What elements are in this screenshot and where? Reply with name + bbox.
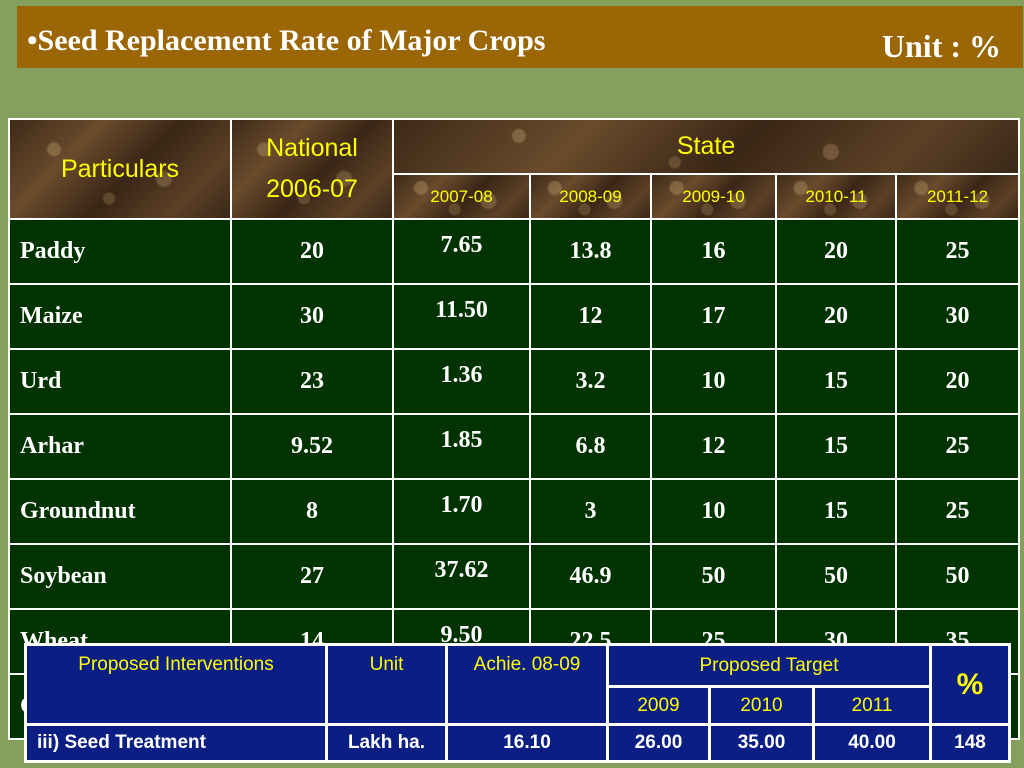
header-target-year: 2010 xyxy=(708,685,815,726)
state-value: 50 xyxy=(650,543,777,610)
header-year: 2011-12 xyxy=(894,173,1021,220)
state-value: 16 xyxy=(650,218,777,285)
national-value: 30 xyxy=(230,283,394,350)
proposed-interventions-table: Proposed Interventions Unit Achie. 08-09… xyxy=(24,643,1011,763)
state-value: 20 xyxy=(775,218,897,285)
state-value: 12 xyxy=(650,413,777,480)
state-value: 7.65 xyxy=(392,218,531,285)
crop-name: Paddy xyxy=(8,218,232,285)
state-value: 15 xyxy=(775,478,897,545)
state-value: 1.70 xyxy=(392,478,531,545)
state-value: 17 xyxy=(650,283,777,350)
crop-name: Soybean xyxy=(8,543,232,610)
table-row: Soybean 27 37.62 46.9 50 50 50 xyxy=(8,543,1021,610)
state-value: 20 xyxy=(894,348,1021,415)
header-achievement: Achie. 08-09 xyxy=(445,643,609,726)
header-proposed-interventions: Proposed Interventions xyxy=(24,643,328,726)
header-national-year: 2006-07 xyxy=(266,175,358,203)
header-percent: % xyxy=(929,643,1011,726)
intervention-unit: Lakh ha. xyxy=(325,723,448,763)
state-value: 50 xyxy=(775,543,897,610)
state-value: 37.62 xyxy=(392,543,531,610)
header-national-label: National xyxy=(266,134,358,162)
header-target-year: 2009 xyxy=(606,685,711,726)
state-value: 11.50 xyxy=(392,283,531,350)
table-row: iii) Seed Treatment Lakh ha. 16.10 26.00… xyxy=(24,723,1011,763)
header-year: 2008-09 xyxy=(529,173,652,220)
crop-name: Maize xyxy=(8,283,232,350)
header-year: 2007-08 xyxy=(392,173,531,220)
header-proposed-target: Proposed Target xyxy=(606,643,932,688)
title-bar: •Seed Replacement Rate of Major Crops Un… xyxy=(17,6,1023,68)
seed-replacement-table: Particulars National 2006-07 State 2007-… xyxy=(8,118,1021,740)
crop-name: Groundnut xyxy=(8,478,232,545)
national-value: 8 xyxy=(230,478,394,545)
state-value: 1.85 xyxy=(392,413,531,480)
state-value: 1.36 xyxy=(392,348,531,415)
crop-name: Arhar xyxy=(8,413,232,480)
intervention-target: 35.00 xyxy=(708,723,815,763)
state-value: 13.8 xyxy=(529,218,652,285)
table-row: Arhar 9.52 1.85 6.8 12 15 25 xyxy=(8,413,1021,480)
state-value: 3.2 xyxy=(529,348,652,415)
state-value: 6.8 xyxy=(529,413,652,480)
intervention-percent: 148 xyxy=(929,723,1011,763)
state-value: 15 xyxy=(775,348,897,415)
intervention-achievement: 16.10 xyxy=(445,723,609,763)
state-value: 50 xyxy=(894,543,1021,610)
intervention-target: 26.00 xyxy=(606,723,711,763)
header-particulars: Particulars xyxy=(8,118,232,220)
state-value: 3 xyxy=(529,478,652,545)
intervention-name: iii) Seed Treatment xyxy=(24,723,328,763)
national-value: 20 xyxy=(230,218,394,285)
state-value: 15 xyxy=(775,413,897,480)
national-value: 23 xyxy=(230,348,394,415)
table-row: Maize 30 11.50 12 17 20 30 xyxy=(8,283,1021,350)
header-unit: Unit xyxy=(325,643,448,726)
intervention-target: 40.00 xyxy=(812,723,932,763)
state-value: 12 xyxy=(529,283,652,350)
header-year: 2009-10 xyxy=(650,173,777,220)
unit-label: Unit : % xyxy=(881,28,1001,64)
table-row: Paddy 20 7.65 13.8 16 20 25 xyxy=(8,218,1021,285)
state-value: 20 xyxy=(775,283,897,350)
state-value: 10 xyxy=(650,478,777,545)
national-value: 27 xyxy=(230,543,394,610)
table-row: Urd 23 1.36 3.2 10 15 20 xyxy=(8,348,1021,415)
header-year: 2010-11 xyxy=(775,173,897,220)
state-value: 25 xyxy=(894,478,1021,545)
table-row: Groundnut 8 1.70 3 10 15 25 xyxy=(8,478,1021,545)
crop-name: Urd xyxy=(8,348,232,415)
state-value: 25 xyxy=(894,218,1021,285)
header-national: National 2006-07 xyxy=(230,118,394,220)
slide-title: •Seed Replacement Rate of Major Crops xyxy=(27,24,546,57)
state-value: 25 xyxy=(894,413,1021,480)
state-value: 46.9 xyxy=(529,543,652,610)
header-target-year: 2011 xyxy=(812,685,932,726)
state-value: 10 xyxy=(650,348,777,415)
national-value: 9.52 xyxy=(230,413,394,480)
header-state: State xyxy=(391,118,1021,175)
state-value: 30 xyxy=(894,283,1021,350)
